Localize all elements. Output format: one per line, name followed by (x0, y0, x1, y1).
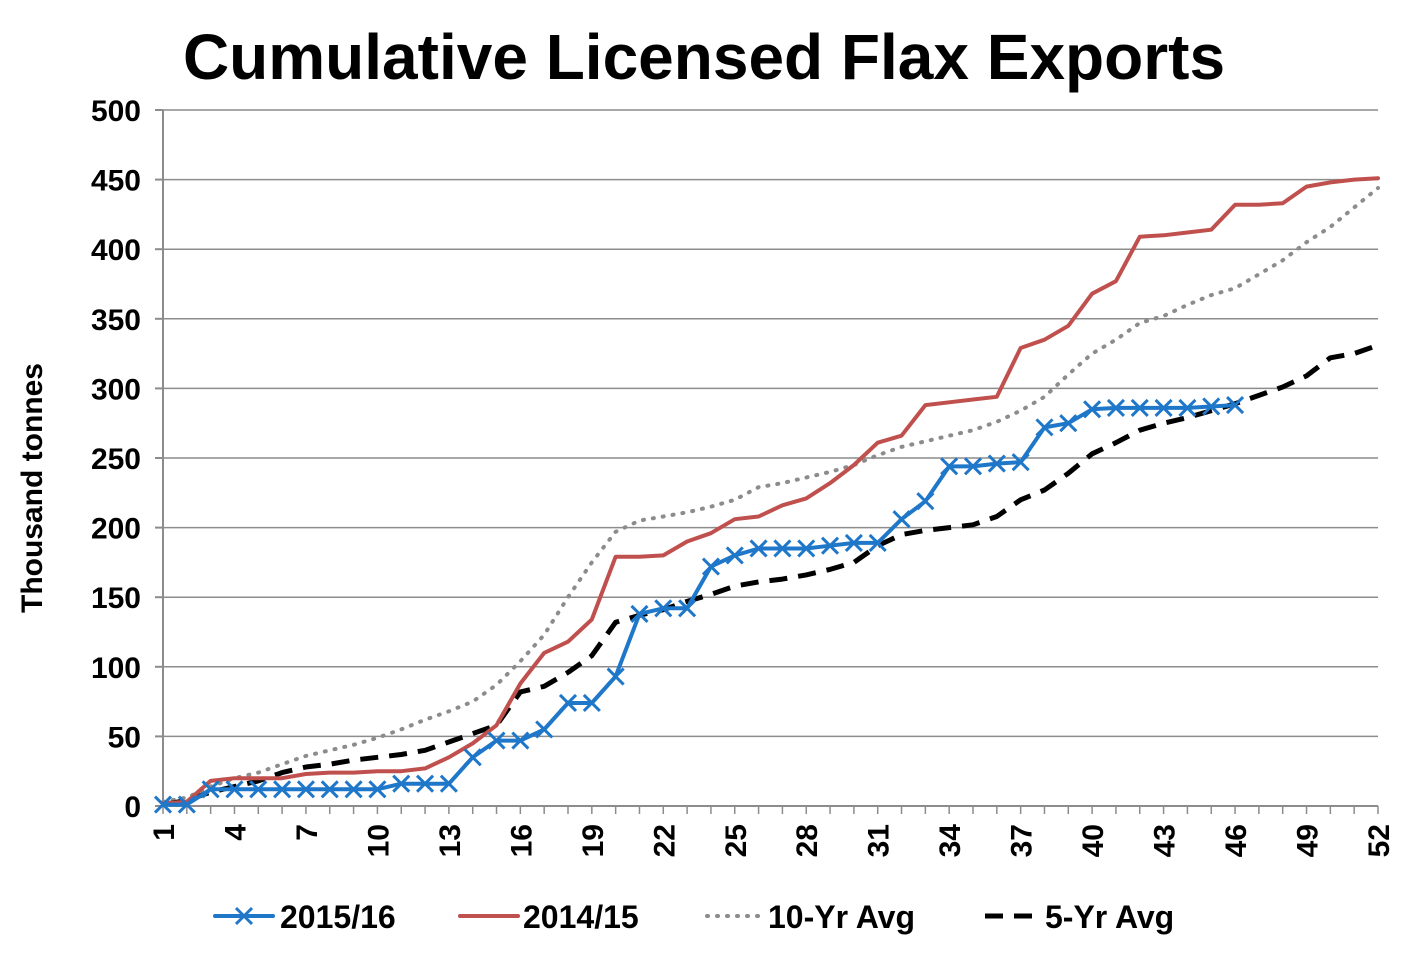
data-point-marker (1035, 418, 1054, 437)
x-tick-label: 4 (219, 824, 252, 841)
x-tick-label: 43 (1149, 824, 1182, 857)
data-point-marker (1083, 400, 1102, 419)
y-tick-label: 350 (91, 304, 141, 337)
data-point-marker (1130, 398, 1149, 417)
x-tick-label: 28 (791, 824, 824, 857)
data-point-marker (177, 795, 196, 814)
series-line-5-yr-avg (162, 342, 1379, 808)
y-axis-label: Thousand tonnes (16, 363, 49, 613)
series-lines (153, 176, 1380, 814)
y-tick-label: 200 (91, 513, 141, 546)
data-point-marker (153, 795, 173, 814)
data-point-marker (820, 536, 840, 555)
data-point-marker (773, 539, 792, 558)
legend-marker (234, 906, 254, 926)
y-tick-labels: 0 50 100 150 200 250 300 350 400 450 500 (91, 95, 141, 824)
data-point-marker (987, 454, 1006, 473)
x-tick-label: 19 (577, 824, 610, 857)
x-tick-label: 37 (1006, 824, 1039, 857)
data-point-marker (892, 510, 911, 529)
x-tick-label: 52 (1363, 824, 1396, 857)
legend-label: 2014/15 (523, 899, 639, 935)
x-tick-label: 7 (291, 824, 324, 841)
legend: 2015/16 2014/15 10-Yr Avg 5-Yr Avg (213, 899, 1174, 935)
chart-title: Cumulative Licensed Flax Exports (182, 21, 1226, 93)
data-point-marker (797, 539, 816, 558)
x-tick-label: 13 (434, 824, 467, 857)
data-point-marker (439, 774, 458, 793)
legend-label: 2015/16 (280, 899, 396, 935)
data-point-marker (463, 748, 482, 767)
data-point-marker (535, 720, 554, 739)
y-tick-label: 50 (108, 721, 141, 754)
x-tick-label: 1 (148, 824, 181, 841)
data-point-marker (1011, 453, 1030, 472)
y-tick-label: 450 (91, 165, 141, 198)
data-point-marker (392, 774, 411, 793)
data-point-marker (678, 599, 697, 618)
x-tick-label: 34 (934, 824, 967, 858)
x-tick-label: 31 (863, 824, 896, 857)
x-tick-label: 46 (1220, 824, 1253, 857)
data-point-marker (487, 731, 506, 750)
data-point-marker (1225, 396, 1245, 415)
gridlines (163, 109, 1378, 738)
data-point-marker (749, 539, 768, 558)
x-tick-label: 49 (1292, 824, 1325, 857)
data-point-marker (844, 533, 863, 552)
data-point-marker (868, 533, 887, 552)
y-tick-label: 250 (91, 443, 141, 476)
series-line-2015-16 (161, 403, 1238, 807)
data-point-marker (654, 599, 673, 618)
data-point-marker (320, 780, 339, 799)
data-point-marker (701, 557, 721, 576)
data-point-marker (606, 667, 625, 686)
data-point-marker (225, 780, 244, 799)
data-point-marker (201, 780, 220, 799)
data-point-marker (273, 780, 292, 799)
data-point-marker (1178, 398, 1197, 417)
data-point-marker (1154, 398, 1173, 417)
y-tick-label: 150 (91, 582, 141, 615)
series-line-10-yr-avg (161, 186, 1380, 804)
x-tick-label: 10 (362, 824, 395, 857)
series-line-2014-15 (161, 176, 1380, 806)
data-point-marker (558, 693, 578, 713)
y-tick-label: 300 (91, 373, 141, 406)
data-point-marker (344, 780, 363, 799)
y-tick-label: 0 (124, 791, 141, 824)
data-point-marker (630, 604, 649, 623)
x-tick-label: 40 (1077, 824, 1110, 857)
x-tick-label: 16 (505, 824, 538, 857)
x-tick-labels: 1 4 7 10 13 16 19 22 25 28 31 34 37 40 43 46 49 52 (148, 824, 1396, 858)
y-tick-label: 500 (91, 95, 141, 128)
data-point-marker (368, 780, 387, 799)
data-point-marker (725, 546, 744, 565)
y-tick-label: 400 (91, 234, 141, 267)
data-point-marker (940, 457, 959, 476)
data-point-marker (963, 457, 983, 476)
x-tick-label: 25 (720, 824, 753, 857)
data-point-marker (1106, 398, 1126, 417)
data-point-marker (916, 492, 935, 511)
data-point-marker (415, 774, 435, 793)
y-tick-label: 100 (91, 652, 141, 685)
data-point-marker (1059, 414, 1078, 433)
data-point-marker (249, 780, 268, 799)
data-point-marker (296, 780, 316, 799)
data-point-marker (582, 693, 601, 713)
data-point-marker (1202, 397, 1221, 416)
legend-label: 10-Yr Avg (768, 899, 915, 935)
data-point-marker (511, 731, 530, 750)
x-tick-label: 22 (648, 824, 681, 857)
legend-label: 5-Yr Avg (1045, 899, 1174, 935)
axes (155, 109, 1379, 814)
